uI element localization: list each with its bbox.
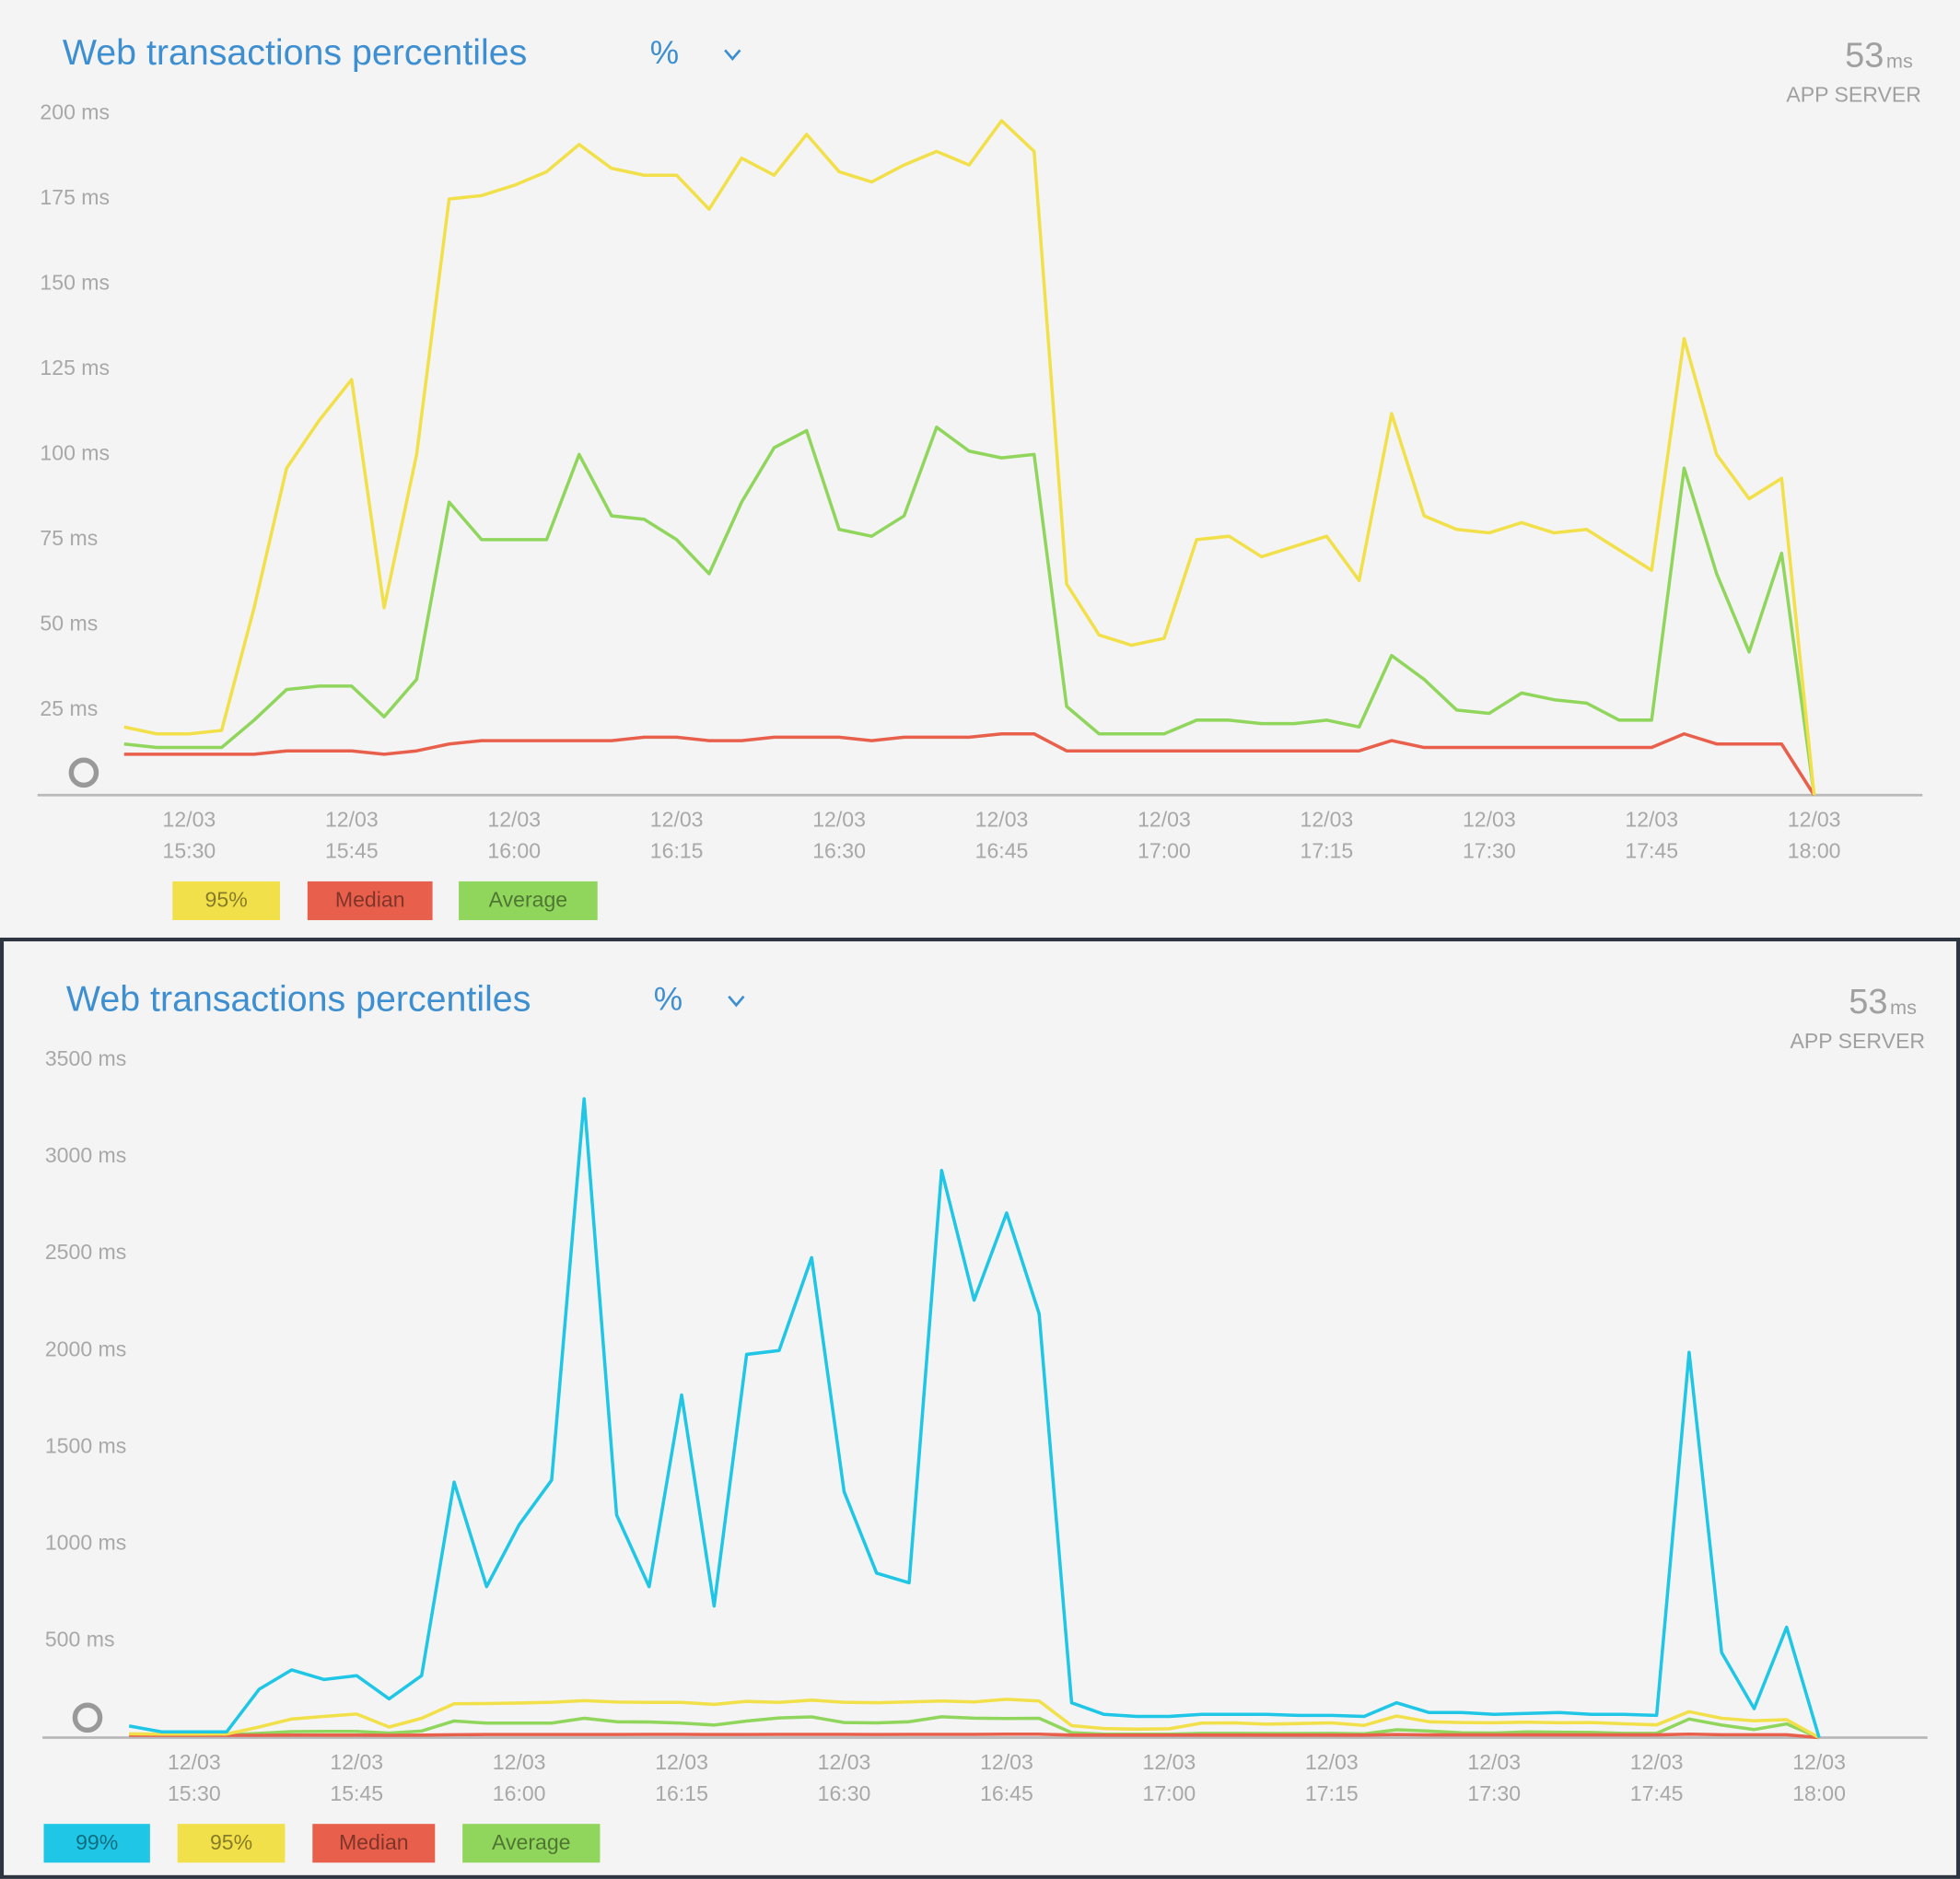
y-tick-label: 150 ms [40, 271, 110, 295]
y-tick-label: 25 ms [40, 696, 98, 720]
x-tick-label: 12/03 15:45 [330, 1750, 383, 1805]
x-tick-label: 12/03 17:45 [1630, 1750, 1684, 1805]
legend-swatch[interactable] [459, 881, 598, 920]
y-tick-label: 1000 ms [45, 1530, 126, 1554]
headline-label: APP SERVER [1786, 83, 1921, 107]
x-tick-label: 12/03 15:30 [168, 1750, 221, 1805]
series-line [129, 1732, 1820, 1740]
chart-title: Web transactions percentiles [63, 32, 527, 73]
y-tick-label: 75 ms [40, 526, 98, 550]
legend-swatch[interactable] [43, 1824, 150, 1863]
x-tick-label: 12/03 16:30 [812, 808, 866, 863]
y-tick-label: 2000 ms [45, 1336, 126, 1360]
y-tick-label: 3000 ms [45, 1143, 126, 1167]
legend-label[interactable]: Average [489, 888, 567, 912]
reset-icon[interactable] [68, 757, 99, 788]
series-line [123, 426, 1816, 796]
y-tick-label: 1500 ms [45, 1433, 126, 1457]
x-tick-label: 12/03 16:15 [650, 808, 704, 863]
series-line [123, 731, 1816, 797]
x-tick-label: 12/03 17:00 [1138, 808, 1191, 863]
legend-label[interactable]: Median [335, 888, 405, 912]
x-tick-label: 12/03 18:00 [1788, 808, 1841, 863]
y-tick-label: 50 ms [40, 611, 98, 635]
unit-selector[interactable]: % [650, 35, 679, 71]
legend-label[interactable]: 99% [76, 1830, 118, 1854]
legend-label[interactable]: 95% [210, 1830, 252, 1854]
headline-value: 53 [1849, 983, 1887, 1021]
x-tick-label: 12/03 15:30 [163, 808, 216, 863]
x-tick-label: 12/03 18:00 [1792, 1750, 1846, 1805]
y-tick-label: 100 ms [40, 441, 110, 465]
x-tick-label: 12/03 17:15 [1305, 1750, 1359, 1805]
legend-swatch[interactable] [172, 881, 280, 920]
legend-swatch[interactable] [462, 1824, 601, 1863]
legend-label[interactable]: Average [492, 1830, 570, 1854]
x-tick-label: 12/03 16:00 [487, 808, 541, 863]
y-tick-label: 2500 ms [45, 1240, 126, 1264]
series-line [128, 1097, 1821, 1739]
x-tick-label: 12/03 16:45 [980, 1750, 1033, 1805]
unit-selector[interactable]: % [654, 981, 682, 1017]
x-tick-label: 12/03 17:30 [1467, 1750, 1521, 1805]
chart-title: Web transactions percentiles [66, 979, 531, 1020]
y-tick-label: 200 ms [40, 100, 110, 124]
reset-icon[interactable] [72, 1702, 103, 1733]
headline-value: 53 [1845, 37, 1884, 76]
headline-unit: ms [1886, 50, 1913, 73]
x-tick-label: 12/03 16:00 [493, 1750, 546, 1805]
x-tick-label: 12/03 17:30 [1463, 808, 1516, 863]
headline-unit: ms [1890, 996, 1917, 1019]
y-tick-label: 125 ms [40, 356, 110, 379]
legend-swatch[interactable] [307, 881, 433, 920]
series-line [129, 1698, 1820, 1740]
x-tick-label: 12/03 17:15 [1301, 808, 1354, 863]
panel-border [0, 937, 1960, 1879]
y-tick-label: 500 ms [45, 1628, 115, 1651]
series-line [129, 1715, 1820, 1740]
y-tick-label: 175 ms [40, 185, 110, 209]
dropdown-chevron[interactable] [728, 995, 745, 1008]
legend-swatch[interactable] [177, 1824, 286, 1863]
dropdown-chevron[interactable] [724, 49, 741, 61]
x-tick-label: 12/03 17:00 [1143, 1750, 1196, 1805]
x-tick-label: 12/03 16:45 [975, 808, 1029, 863]
legend-label[interactable]: Median [339, 1830, 409, 1854]
series-line [123, 119, 1816, 796]
headline-label: APP SERVER [1790, 1029, 1925, 1053]
x-tick-label: 12/03 16:30 [818, 1750, 871, 1805]
x-tick-label: 12/03 15:45 [325, 808, 379, 863]
legend-swatch[interactable] [312, 1824, 436, 1863]
y-tick-label: 3500 ms [45, 1046, 126, 1070]
x-tick-label: 12/03 17:45 [1625, 808, 1678, 863]
x-tick-label: 12/03 16:15 [655, 1750, 708, 1805]
legend-label[interactable]: 95% [205, 888, 248, 912]
